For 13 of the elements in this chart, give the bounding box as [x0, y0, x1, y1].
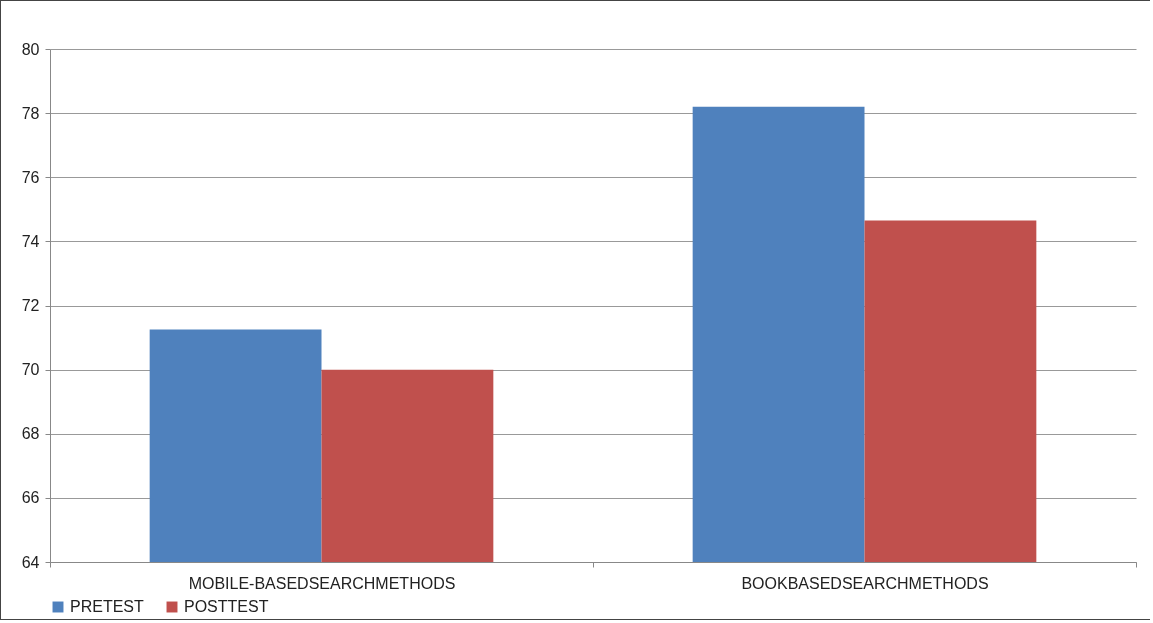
y-tick-label: 78	[21, 104, 40, 122]
y-tick-label: 74	[21, 232, 40, 250]
y-tick-label: 66	[21, 489, 40, 507]
y-tick-label: 70	[21, 361, 40, 379]
y-tick-label: 68	[21, 425, 40, 443]
y-tick-label: 76	[21, 168, 40, 186]
x-tick-label: BOOKBASEDSEARCHMETHODS	[741, 574, 989, 592]
legend-label: POSTTEST	[184, 598, 269, 615]
y-tick-label: 72	[21, 297, 40, 314]
y-tick-label: 64	[21, 553, 40, 571]
x-tick-label: MOBILE-BASEDSEARCHMETHODS	[188, 574, 456, 592]
legend-label: PRETEST	[70, 598, 145, 615]
y-tick-label: 80	[21, 40, 40, 58]
